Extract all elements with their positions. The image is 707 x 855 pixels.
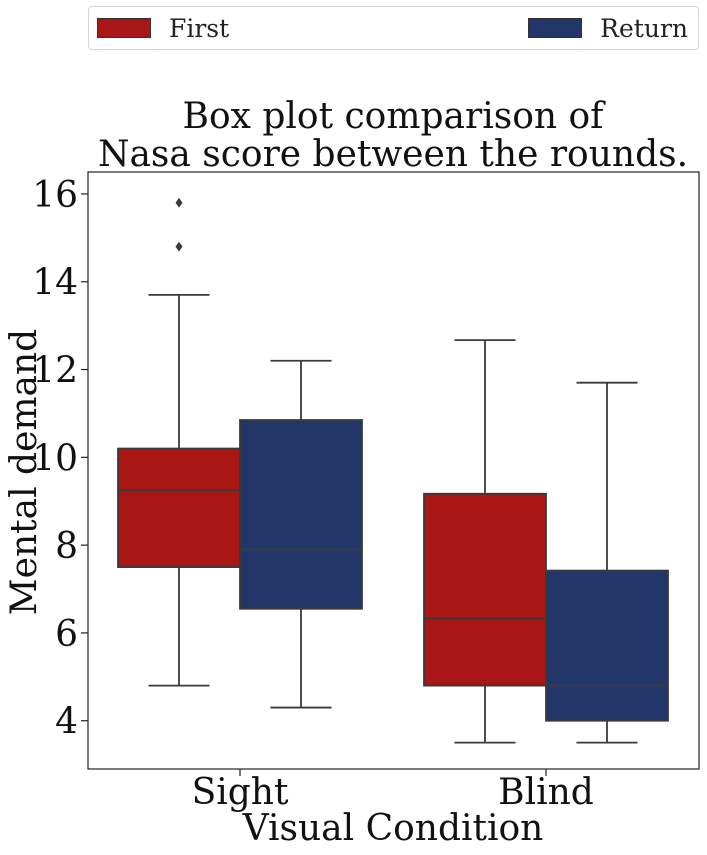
x-tick-label-sight: Sight (192, 772, 289, 813)
legend-label-return: Return (600, 13, 688, 43)
legend-item-return: Return (528, 13, 688, 43)
y-tick-label-14: 14 (32, 263, 78, 304)
box-return-blind (545, 569, 669, 722)
outlier-first-sight-1 (175, 197, 183, 208)
plot-frame (87, 171, 700, 770)
outlier-first-sight-0 (175, 241, 183, 252)
plot-area (117, 197, 669, 744)
y-axis-label: Mental demand (4, 329, 45, 615)
y-tick-label-12: 12 (32, 351, 78, 392)
x-axis-label: Visual Condition (242, 808, 544, 849)
box-first-blind (423, 492, 547, 687)
legend-swatch-first (97, 18, 151, 38)
box-return-sight (239, 419, 363, 610)
legend-item-first: First (97, 13, 229, 43)
box-first-sight (117, 447, 241, 568)
y-tick-label-4: 4 (55, 702, 78, 743)
chart-title-line-1: Box plot comparison of (183, 96, 607, 137)
legend: First Return (88, 6, 699, 50)
legend-swatch-return (528, 18, 583, 38)
y-tick-label-16: 16 (32, 175, 78, 216)
chart-title: Box plot comparison of Nasa score betwee… (98, 96, 688, 175)
y-tick-label-6: 6 (55, 614, 78, 655)
legend-label-first: First (169, 13, 230, 43)
y-tick-label-8: 8 (55, 526, 78, 567)
axes: 4 6 8 10 12 14 16 Sight Blind (32, 171, 700, 813)
x-tick-label-blind: Blind (498, 772, 594, 813)
chart-title-line-2: Nasa score between the rounds. (98, 134, 688, 175)
y-tick-label-10: 10 (32, 438, 78, 479)
